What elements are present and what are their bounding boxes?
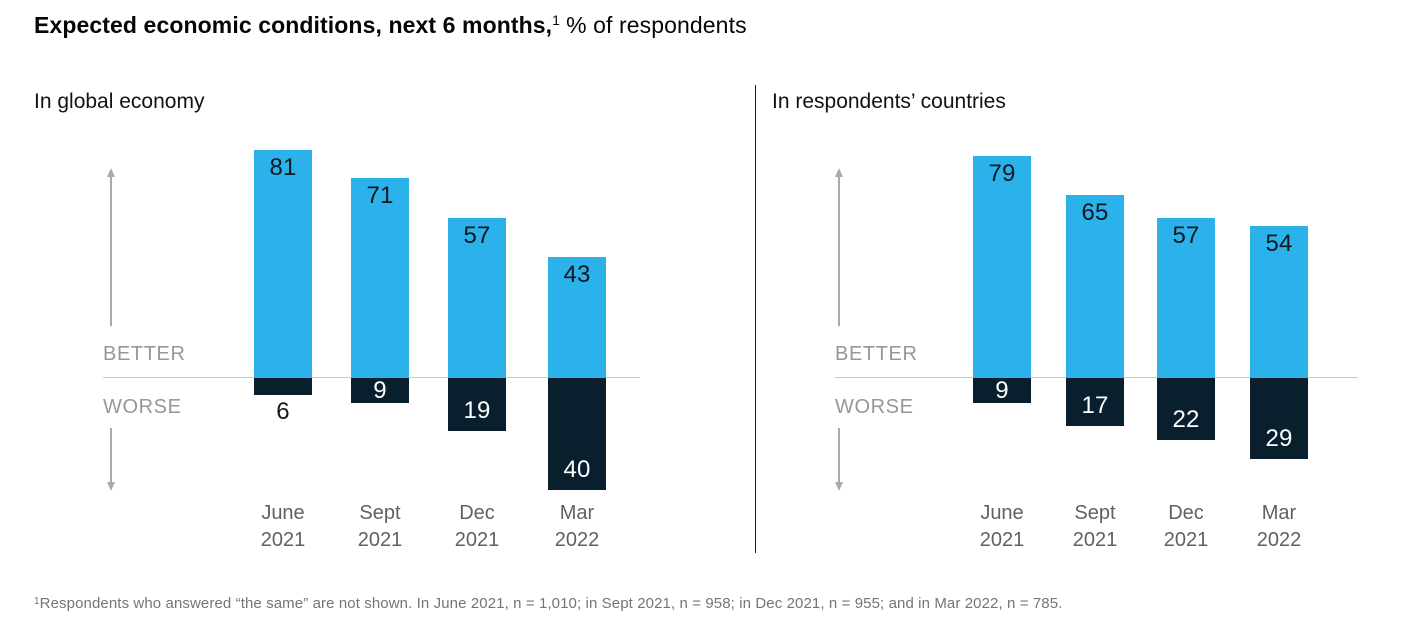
value-label-better-dec-2021: 57 [463, 222, 491, 249]
bar-worse-june-2021 [254, 378, 312, 395]
category-label-june-2021: June 2021 [260, 502, 306, 551]
bar-worse-dec-2021: 19 [448, 378, 506, 431]
bar-worse-mar-2022: 40 [548, 378, 606, 490]
bar-better-sept-2021: 65 [1066, 195, 1124, 378]
bar-better-mar-2022: 43 [548, 257, 606, 378]
category-label-sept-2021: Sept 2021 [357, 502, 403, 551]
category-label-dec-2021: Dec 2021 [454, 502, 500, 551]
worse-axis-label: WORSE [835, 396, 914, 418]
worse-axis-label: WORSE [103, 396, 182, 418]
value-label-better-dec-2021: 57 [1172, 222, 1200, 249]
bar-worse-sept-2021: 9 [351, 378, 409, 403]
up-arrow-icon [834, 168, 844, 326]
bar-better-june-2021: 81 [254, 150, 312, 378]
value-label-worse-june-2021: 6 [276, 398, 290, 425]
footnote: 1Respondents who answered “the same” are… [34, 595, 1062, 612]
figure-title-unit: % of respondents [566, 12, 747, 38]
value-label-better-sept-2021: 71 [366, 182, 394, 209]
bar-better-dec-2021: 57 [448, 218, 506, 378]
category-label-sept-2021: Sept 2021 [1072, 502, 1118, 551]
category-label-mar-2022: Mar 2022 [1256, 502, 1302, 551]
down-arrow-icon [834, 428, 844, 491]
value-label-worse-mar-2022: 40 [563, 456, 591, 483]
value-label-worse-sept-2021: 17 [1081, 392, 1109, 419]
figure-title: Expected economic conditions, next 6 mon… [34, 12, 747, 39]
category-label-june-2021: June 2021 [979, 502, 1025, 551]
bar-worse-dec-2021: 22 [1157, 378, 1215, 440]
footnote-superscript: 1 [34, 596, 40, 607]
value-label-better-sept-2021: 65 [1081, 199, 1109, 226]
value-label-worse-dec-2021: 19 [463, 397, 491, 424]
bar-better-dec-2021: 57 [1157, 218, 1215, 378]
footnote-marker: 1 [552, 12, 561, 28]
value-label-better-mar-2022: 54 [1265, 230, 1293, 257]
better-axis-label: BETTER [835, 343, 918, 365]
value-label-worse-mar-2022: 29 [1265, 425, 1293, 452]
chart-title-global-economy: In global economy [34, 90, 205, 113]
chart-title-respondents-countries: In respondents’ countries [772, 90, 1006, 113]
bar-worse-sept-2021: 17 [1066, 378, 1124, 426]
bar-worse-mar-2022: 29 [1250, 378, 1308, 459]
value-label-better-mar-2022: 43 [563, 261, 591, 288]
bar-better-sept-2021: 71 [351, 178, 409, 378]
up-arrow-icon [106, 168, 116, 326]
bar-better-june-2021: 79 [973, 156, 1031, 378]
value-label-better-june-2021: 79 [988, 160, 1016, 187]
value-label-worse-june-2021: 9 [995, 377, 1009, 404]
value-label-worse-dec-2021: 22 [1172, 406, 1200, 433]
bar-better-mar-2022: 54 [1250, 226, 1308, 378]
figure-title-bold: Expected economic conditions, next 6 mon… [34, 12, 553, 38]
better-axis-label: BETTER [103, 343, 186, 365]
down-arrow-icon [106, 428, 116, 491]
footnote-text: Respondents who answered “the same” are … [39, 595, 1063, 612]
category-label-dec-2021: Dec 2021 [1163, 502, 1209, 551]
value-label-better-june-2021: 81 [269, 154, 297, 181]
value-label-worse-sept-2021: 9 [373, 377, 387, 404]
bar-worse-june-2021: 9 [973, 378, 1031, 403]
panel-divider [755, 85, 756, 553]
category-label-mar-2022: Mar 2022 [554, 502, 600, 551]
